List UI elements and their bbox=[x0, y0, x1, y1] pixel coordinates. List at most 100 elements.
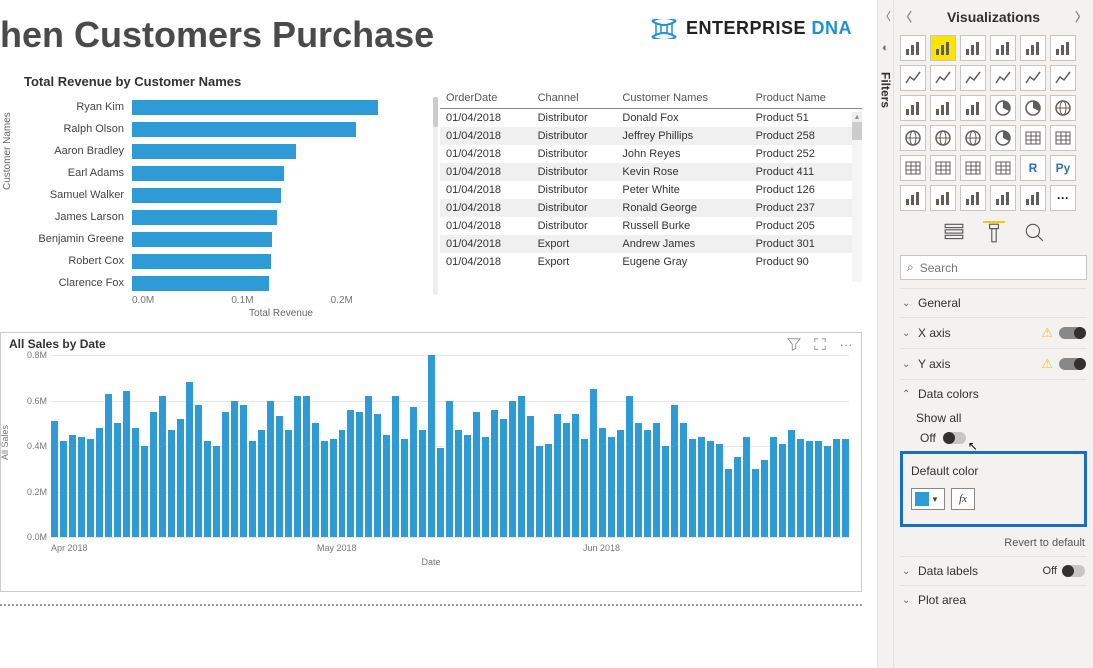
hbar-scrollbar[interactable] bbox=[433, 97, 438, 295]
cc-bar[interactable] bbox=[680, 423, 687, 537]
default-color-picker[interactable]: ▼ bbox=[911, 488, 945, 510]
cc-bar[interactable] bbox=[842, 439, 849, 537]
viz-stacked-bar-icon[interactable] bbox=[900, 35, 926, 61]
cc-bar[interactable] bbox=[644, 430, 651, 537]
cc-bar[interactable] bbox=[51, 421, 58, 537]
yaxis-toggle[interactable] bbox=[1059, 358, 1085, 370]
cc-bar[interactable] bbox=[177, 419, 184, 537]
cc-bar[interactable] bbox=[491, 410, 498, 537]
prop-data-colors[interactable]: ⌃Data colors Show all Off ↖ Default colo… bbox=[900, 379, 1087, 556]
filters-rail[interactable]: 〈 ◐ Filters bbox=[877, 0, 893, 668]
cc-bar[interactable] bbox=[734, 457, 741, 537]
viz-multi-row-icon[interactable] bbox=[1050, 125, 1076, 151]
cc-bar[interactable] bbox=[347, 410, 354, 537]
cc-bar[interactable] bbox=[662, 446, 669, 537]
expand-filters-icon[interactable]: 〈 bbox=[880, 8, 891, 24]
cc-bar[interactable] bbox=[599, 428, 606, 537]
viz-pie-icon[interactable] bbox=[990, 95, 1016, 121]
cc-bar[interactable] bbox=[222, 412, 229, 537]
hbar-chart[interactable]: Total Revenue by Customer Names Customer… bbox=[0, 74, 430, 322]
table-row[interactable]: 01/04/2018ExportAndrew JamesProduct 301 bbox=[440, 235, 862, 253]
viz-line-stacked-icon[interactable] bbox=[1020, 65, 1046, 91]
table-header[interactable]: OrderDate bbox=[440, 88, 532, 109]
viz-card-icon[interactable] bbox=[1020, 125, 1046, 151]
scrollbar-thumb[interactable] bbox=[852, 122, 862, 140]
table-header[interactable]: Channel bbox=[532, 88, 617, 109]
viz-stacked-bar-100-icon[interactable] bbox=[960, 35, 986, 61]
cc-bar[interactable] bbox=[150, 412, 157, 537]
viz-python-icon[interactable]: Py bbox=[1050, 155, 1076, 181]
cc-bar[interactable] bbox=[590, 389, 597, 537]
cc-bar[interactable] bbox=[707, 441, 714, 537]
more-options-icon[interactable]: ··· bbox=[839, 337, 853, 351]
cc-bar[interactable] bbox=[374, 414, 381, 537]
prop-general[interactable]: ⌄General bbox=[900, 288, 1087, 317]
search-input[interactable] bbox=[920, 261, 1080, 275]
cc-bar[interactable] bbox=[195, 405, 202, 537]
cc-bar[interactable] bbox=[536, 446, 543, 537]
cc-bar[interactable] bbox=[797, 439, 804, 537]
cc-bar[interactable] bbox=[752, 469, 759, 537]
table-row[interactable]: 01/04/2018DistributorJeffrey PhillipsPro… bbox=[440, 127, 862, 145]
cc-bar[interactable] bbox=[554, 414, 561, 537]
cc-bar[interactable] bbox=[204, 441, 211, 537]
cc-bar[interactable] bbox=[69, 435, 76, 537]
focus-mode-icon[interactable] bbox=[813, 337, 827, 351]
viz-ribbon-icon[interactable] bbox=[1050, 65, 1076, 91]
table-scrollbar[interactable]: ▴ bbox=[852, 112, 862, 282]
search-box[interactable]: ⌕ bbox=[900, 255, 1087, 280]
cc-bar[interactable] bbox=[330, 439, 337, 537]
hbar-row[interactable]: Ryan Kim bbox=[12, 97, 430, 117]
table-row[interactable]: 01/04/2018DistributorJohn ReyesProduct 2… bbox=[440, 145, 862, 163]
cc-bar[interactable] bbox=[96, 428, 103, 537]
cc-bar[interactable] bbox=[231, 401, 238, 538]
cc-bar[interactable] bbox=[824, 446, 831, 537]
show-all-toggle[interactable] bbox=[944, 432, 966, 444]
cc-bar[interactable] bbox=[770, 437, 777, 537]
viz-kpi-icon[interactable] bbox=[900, 155, 926, 181]
cc-bar[interactable] bbox=[779, 444, 786, 537]
viz-line-clustered-icon[interactable] bbox=[990, 65, 1016, 91]
cc-bar[interactable] bbox=[833, 439, 840, 537]
cc-bar[interactable] bbox=[365, 396, 372, 537]
viz-waterfall-icon[interactable] bbox=[900, 95, 926, 121]
table-header[interactable]: Product Name bbox=[750, 88, 862, 109]
cc-bar[interactable] bbox=[653, 423, 660, 537]
viz-paginated-icon[interactable] bbox=[990, 185, 1016, 211]
cc-bar[interactable] bbox=[482, 437, 489, 537]
cc-bar[interactable] bbox=[392, 396, 399, 537]
cc-bar[interactable] bbox=[788, 430, 795, 537]
cc-bar[interactable] bbox=[527, 416, 534, 537]
viz-area-icon[interactable] bbox=[930, 65, 956, 91]
cc-bar[interactable] bbox=[617, 430, 624, 537]
scroll-up-icon[interactable]: ▴ bbox=[852, 112, 862, 122]
cc-bar[interactable] bbox=[437, 448, 444, 537]
cc-bar[interactable] bbox=[455, 430, 462, 537]
prop-yaxis[interactable]: ⌄Y axis⚠ bbox=[900, 348, 1087, 379]
viz-treemap-icon[interactable] bbox=[1050, 95, 1076, 121]
table-row[interactable]: 01/04/2018DistributorRussell BurkeProduc… bbox=[440, 217, 862, 235]
viz-clustered-column-icon[interactable] bbox=[990, 35, 1016, 61]
cc-bar[interactable] bbox=[249, 441, 256, 537]
viz-filled-map-icon[interactable] bbox=[930, 125, 956, 151]
prop-plot-area[interactable]: ⌄Plot area bbox=[900, 585, 1087, 614]
filters-tab-icon[interactable]: ◐ bbox=[882, 42, 889, 54]
cc-bar[interactable] bbox=[473, 412, 480, 537]
data-table[interactable]: OrderDateChannelCustomer NamesProduct Na… bbox=[440, 88, 862, 322]
scrollbar-thumb[interactable] bbox=[433, 97, 438, 127]
viz-slicer-icon[interactable] bbox=[930, 155, 956, 181]
data-labels-toggle[interactable] bbox=[1063, 565, 1085, 577]
viz-matrix-icon[interactable] bbox=[990, 155, 1016, 181]
cc-bar[interactable] bbox=[428, 355, 435, 537]
cc-bar[interactable] bbox=[761, 460, 768, 537]
cc-bar[interactable] bbox=[671, 405, 678, 537]
cc-bar[interactable] bbox=[141, 446, 148, 537]
cc-bar[interactable] bbox=[581, 439, 588, 537]
cc-bar[interactable] bbox=[689, 439, 696, 537]
prop-xaxis[interactable]: ⌄X axis⚠ bbox=[900, 317, 1087, 348]
cc-bar[interactable] bbox=[321, 441, 328, 537]
cc-bar[interactable] bbox=[743, 437, 750, 537]
cc-bar[interactable] bbox=[78, 437, 85, 537]
cc-bar[interactable] bbox=[267, 401, 274, 538]
viz-more-icon[interactable]: ··· bbox=[1050, 185, 1076, 211]
